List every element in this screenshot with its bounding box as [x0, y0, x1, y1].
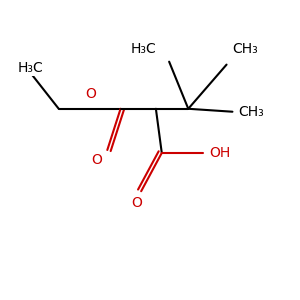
Text: O: O — [86, 87, 97, 101]
Text: OH: OH — [209, 146, 230, 160]
Text: O: O — [131, 196, 142, 210]
Text: O: O — [92, 153, 102, 167]
Text: H₃C: H₃C — [130, 42, 156, 56]
Text: CH₃: CH₃ — [238, 105, 264, 119]
Text: CH₃: CH₃ — [232, 42, 258, 56]
Text: H₃C: H₃C — [17, 61, 43, 75]
